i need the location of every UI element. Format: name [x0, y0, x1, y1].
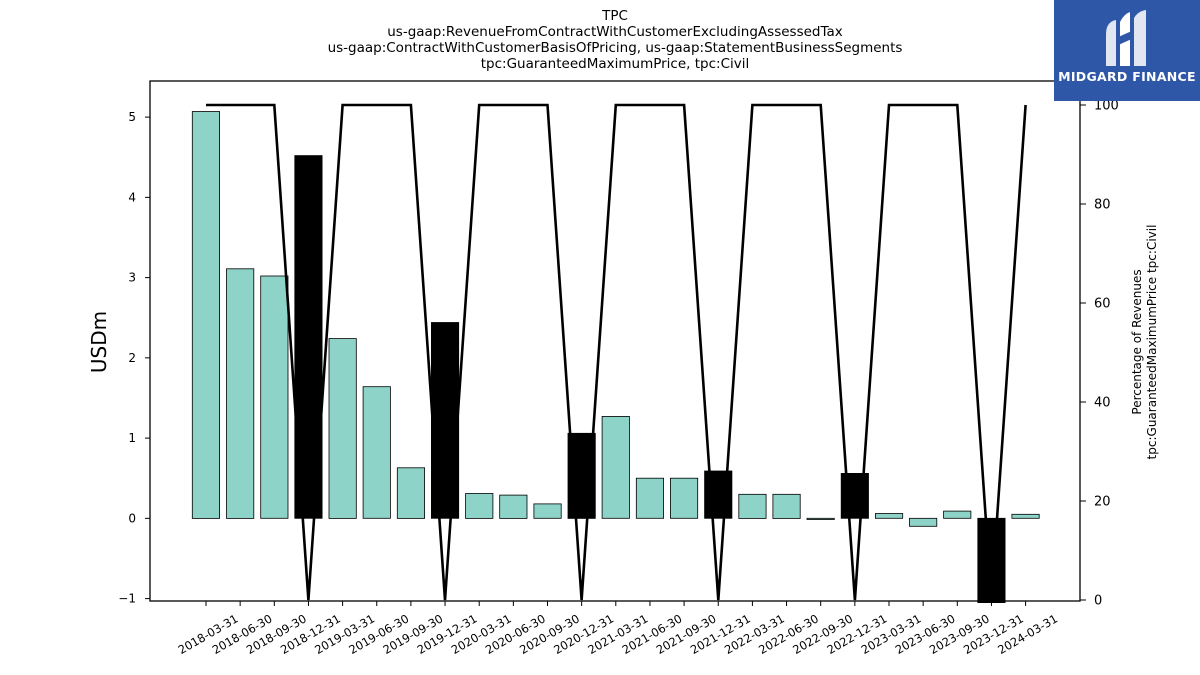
chart-title-line: us-gaap:ContractWithCustomerBasisOfPrici… — [327, 40, 903, 56]
y2-tick-label: 100 — [1094, 99, 1119, 114]
y2-tick-label: 60 — [1094, 297, 1111, 312]
y-axis-label: USDm — [87, 311, 111, 373]
quarterly-bar — [738, 493, 767, 519]
chart-title-line: TPC — [602, 8, 628, 24]
percentage-line-group — [206, 103, 1027, 601]
brand-name: MIDGARD FINANCE — [1058, 69, 1196, 84]
y-tick-label: 3 — [128, 271, 136, 285]
y-tick-label: −1 — [118, 592, 136, 606]
quarterly-bar — [499, 494, 528, 519]
chart-title-line: us-gaap:RevenueFromContractWithCustomerE… — [387, 24, 843, 40]
y-tick-label: 4 — [128, 190, 136, 204]
annual-bar — [430, 322, 460, 519]
quarterly-bar — [635, 477, 664, 519]
quarterly-bar — [1011, 513, 1040, 519]
y2-tick-label: 80 — [1094, 198, 1111, 213]
quarterly-bar — [806, 517, 835, 520]
quarterly-bar — [260, 275, 289, 519]
y2-axis-label-line: Percentage of Revenues — [1130, 269, 1144, 414]
y2-tick-label: 0 — [1094, 594, 1102, 609]
quarterly-bar — [226, 268, 255, 519]
quarterly-bar — [533, 503, 562, 519]
y-tick-label: 2 — [128, 351, 136, 365]
chart-title-line: tpc:GuaranteedMaximumPrice, tpc:Civil — [480, 56, 750, 72]
y-tick-label: 1 — [128, 431, 136, 445]
y2-axis-label-line: tpc:GuaranteedMaximumPrice tpc:Civil — [1145, 225, 1159, 460]
y2-tick-label: 40 — [1094, 396, 1111, 411]
quarterly-bar — [875, 513, 904, 519]
brand-logo: MIDGARD FINANCE — [1054, 0, 1200, 101]
quarterly-bar — [328, 338, 357, 519]
quarterly-bar — [670, 477, 699, 519]
quarterly-bar — [601, 415, 630, 519]
bars-group — [191, 111, 1040, 603]
quarterly-bar — [909, 517, 938, 527]
quarterly-bar — [396, 467, 425, 519]
y2-tick-label: 20 — [1094, 495, 1111, 510]
quarterly-bar — [465, 493, 494, 519]
quarterly-bar — [772, 493, 801, 519]
midgard-logo-icon — [1106, 10, 1146, 66]
chart-title: TPC us-gaap:RevenueFromContractWithCusto… — [150, 8, 1080, 72]
y2-axis-label: Percentage of Revenues tpc:GuaranteedMax… — [1130, 225, 1159, 460]
y-tick-label: 0 — [128, 511, 136, 525]
quarterly-bar — [943, 510, 972, 519]
y-tick-label: 5 — [128, 110, 136, 124]
quarterly-bar — [191, 111, 221, 519]
plot-frame — [149, 80, 1081, 602]
quarterly-bar — [362, 386, 391, 519]
percentage-line — [206, 103, 1027, 601]
